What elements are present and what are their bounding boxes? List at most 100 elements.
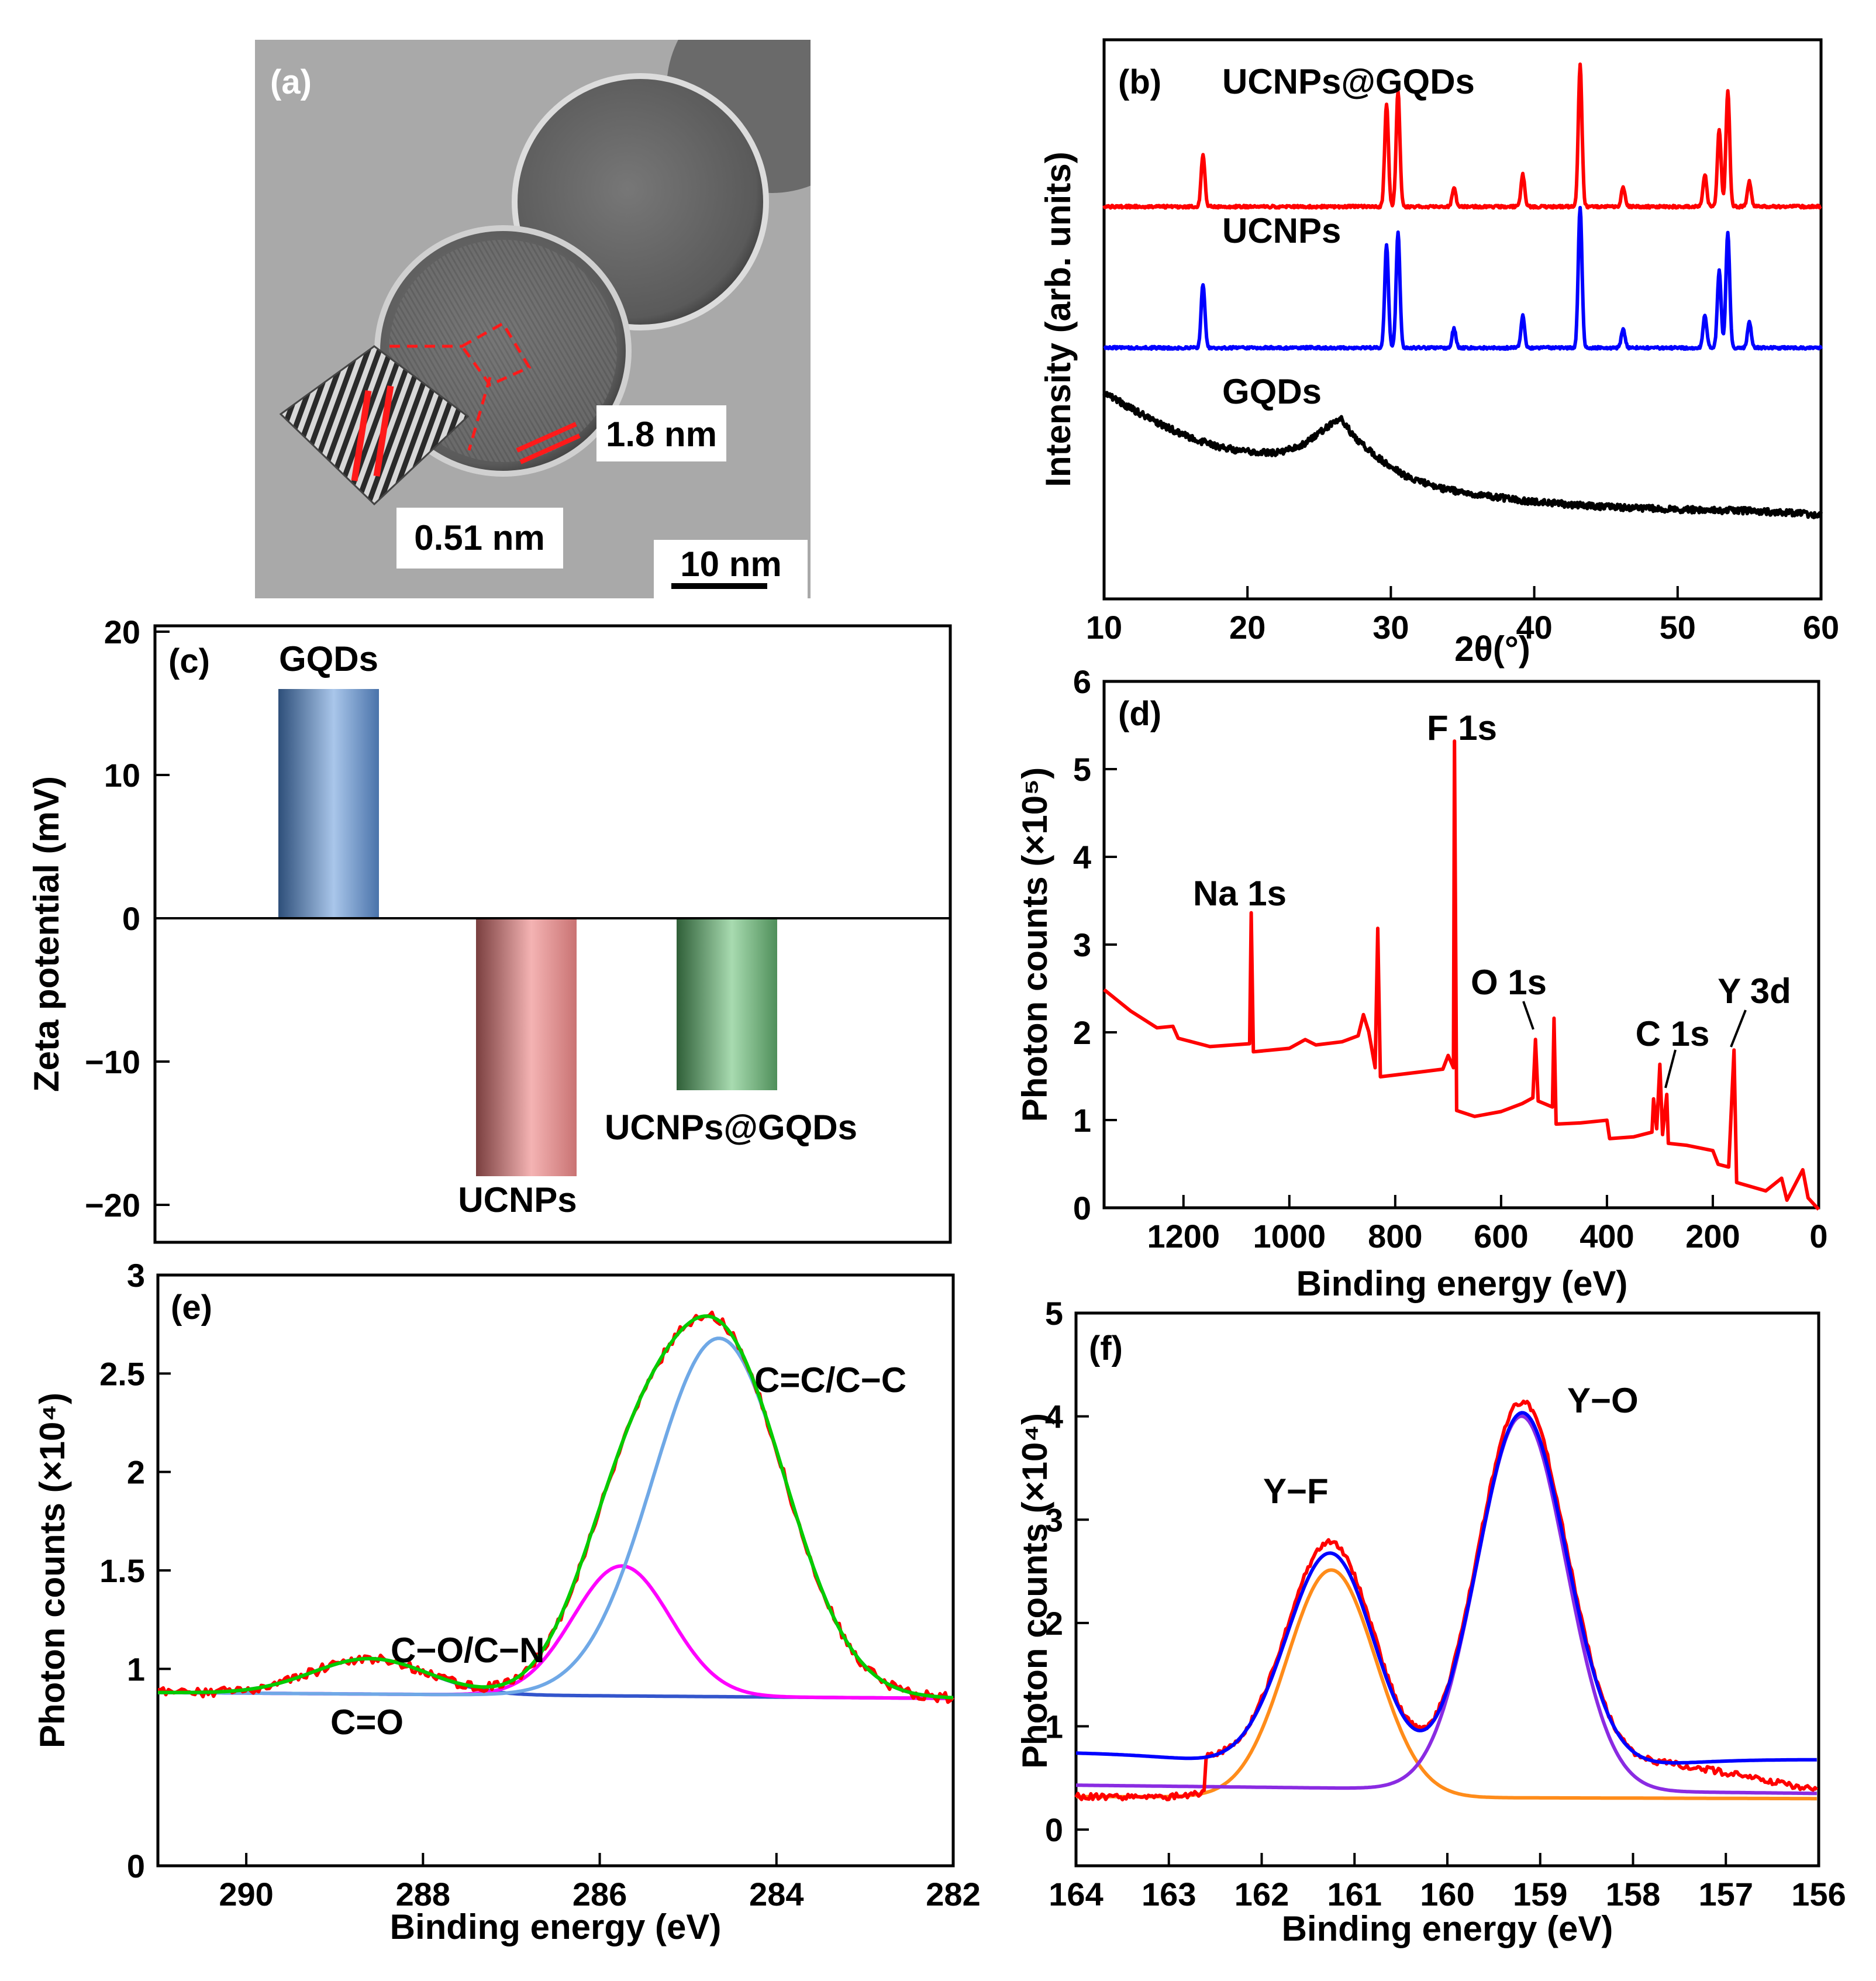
y3d-envelope: [1075, 1411, 1817, 1765]
panel-a-micrograph: [255, 40, 811, 598]
panel-f-x-tick-label: 158: [1606, 1876, 1660, 1913]
series-label-ucnps-gqds: UCNPs@GQDs: [1222, 62, 1475, 101]
panel-d-x-tick-label: 200: [1685, 1218, 1740, 1255]
shell-markers: [516, 422, 581, 464]
panel-b-x-tick-label: 20: [1229, 609, 1265, 646]
panel-e-x-tick-label: 290: [219, 1876, 273, 1913]
panel-d-y-tick-label: 4: [1073, 839, 1091, 876]
panel-f-y-axis-label: Photon counts (×10⁴): [1015, 1413, 1054, 1769]
panel-d-x-tick-label: 600: [1474, 1218, 1528, 1255]
panel-e-x-tick-label: 288: [396, 1876, 450, 1913]
panel-f-y-tick-label: 4: [1045, 1398, 1063, 1435]
panel-f-y-tick-label: 2: [1045, 1605, 1063, 1642]
panel-e-y-tick-label: 2: [127, 1454, 145, 1491]
panel-f-x-tick-label: 160: [1420, 1876, 1474, 1913]
panel-e-y-tick-label: 2.5: [99, 1355, 145, 1392]
panel-e-c1s-chart: 290 288 286 284 282 0 1 1.5 2 2.5 3 (e) Binding en…: [33, 1257, 981, 1946]
panel-a-label: (a): [270, 63, 312, 101]
panel-e-x-axis-label: Binding energy (eV): [390, 1907, 722, 1946]
panel-c-y-tick-label: 20: [104, 614, 140, 650]
panel-d-xps-survey-chart: 1200 1000 800 600 400 200 0 0 1 2 3 4 5 6 (d) Binding…: [1015, 663, 1828, 1303]
panel-c-y-ticks: −20 −10 0 10 20: [85, 614, 170, 1224]
annot-y-f: Y−F: [1263, 1472, 1329, 1511]
panel-f-x-tick-label: 163: [1142, 1876, 1196, 1913]
bar-label-ucnps: UCNPs: [458, 1180, 577, 1219]
panel-f-x-tick-label: 157: [1699, 1876, 1753, 1913]
panel-b-x-tick-label: 10: [1086, 609, 1122, 646]
panel-f-x-tick-label: 159: [1513, 1876, 1567, 1913]
xps-survey-series: [1103, 739, 1820, 1211]
panel-c-y-tick-label: 10: [104, 757, 140, 794]
panel-f-label: (f): [1089, 1329, 1123, 1367]
panel-e-y-axis-label: Photon counts (×10⁴): [33, 1393, 72, 1748]
panel-e-y-tick-label: 0: [127, 1848, 145, 1884]
panel-d-x-tick-label: 1000: [1253, 1218, 1326, 1255]
y3d-measured: [1074, 1399, 1819, 1801]
annot-na1s: Na 1s: [1193, 874, 1287, 913]
panel-d-label: (d): [1118, 695, 1161, 733]
fft-inset: [279, 345, 470, 506]
zoom-guide: [389, 321, 532, 451]
bar-label-gqds: GQDs: [279, 639, 378, 678]
xrd-series-ucnps-gqds: [1102, 62, 1822, 210]
annot-c1s: C 1s: [1636, 1014, 1710, 1053]
y3d-component-y-o: [1075, 1414, 1817, 1796]
panel-e-x-tick-label: 284: [749, 1876, 803, 1913]
scale-bar-label: 10 nm: [680, 545, 781, 584]
annot-o1s: O 1s: [1471, 963, 1547, 1002]
annot-co-cn: C−O/C−N: [391, 1631, 544, 1670]
series-label-gqds: GQDs: [1222, 372, 1322, 411]
zeta-bar-ucnps-gqds: [677, 918, 777, 1090]
panel-b-label: (b): [1118, 63, 1161, 101]
fringe-markers: [351, 385, 394, 481]
y3d-component-y-f: [1076, 1568, 1817, 1801]
panel-f-x-tick-label: 162: [1234, 1876, 1289, 1913]
annot-cc: C=C/C−C: [754, 1360, 906, 1400]
annot-f1s: F 1s: [1427, 708, 1497, 747]
panel-d-y-tick-label: 6: [1073, 663, 1091, 700]
panel-c-zeta-chart: −20 −10 0 10 20 (c) Zeta potential (mV) GQDs…: [27, 614, 952, 1244]
panel-f-x-axis-label: Binding energy (eV): [1282, 1909, 1613, 1948]
panel-b-frame: [1102, 38, 1823, 601]
panel-d-x-tick-label: 800: [1368, 1218, 1422, 1255]
panel-d-x-tick-label: 0: [1809, 1218, 1827, 1255]
xrd-series-gqds: [1102, 391, 1823, 519]
panel-c-y-tick-label: −20: [85, 1187, 140, 1224]
annot-y-o: Y−O: [1567, 1381, 1639, 1420]
panel-c-y-tick-label: 0: [122, 900, 140, 937]
panel-f-x-tick-label: 156: [1791, 1876, 1846, 1913]
panel-d-y-tick-label: 0: [1073, 1190, 1091, 1227]
panel-f-y-tick-label: 0: [1045, 1811, 1063, 1848]
panel-d-frame: [1102, 680, 1820, 1210]
panel-d-y-tick-label: 1: [1073, 1102, 1091, 1139]
panel-f-y-tick-label: 3: [1045, 1501, 1063, 1538]
panel-d-x-axis-label: Binding energy (eV): [1296, 1264, 1628, 1303]
panel-b-x-axis-label: 2θ(°): [1454, 629, 1530, 669]
panel-f-x-tick-label: 164: [1049, 1876, 1103, 1913]
panel-c-frame: [153, 624, 952, 1244]
panel-d-y-tick-label: 3: [1073, 926, 1091, 963]
panel-e-y-tick-label: 3: [127, 1257, 145, 1294]
panel-b-x-ticks: 10 20 30 40 50 60: [1086, 586, 1839, 646]
panel-f-x-tick-label: 161: [1327, 1876, 1382, 1913]
annot-c-o-double: C=O: [330, 1703, 404, 1742]
d-spacing-2: 0.51 nm: [414, 518, 544, 557]
panel-d-x-tick-label: 400: [1580, 1218, 1634, 1255]
panel-d-leader-lines: [1522, 1001, 1747, 1088]
panel-c-label: (c): [168, 642, 210, 680]
zeta-bar-gqds: [278, 689, 379, 918]
panel-b-y-axis-label: Intensity (arb. units): [1039, 151, 1078, 487]
label-box-2: [396, 508, 563, 569]
panel-e-x-tick-label: 282: [926, 1876, 980, 1913]
series-label-ucnps: UCNPs: [1222, 211, 1341, 250]
xrd-series-ucnps: [1103, 206, 1823, 351]
panel-b-x-tick-label: 50: [1660, 609, 1696, 646]
panel-b-x-tick-label: 30: [1372, 609, 1409, 646]
panel-b-xrd-chart: 10 20 30 40 50 60 (b) 2θ(°) Intensity (arb. u…: [1039, 38, 1839, 669]
bar-label-ucnps-gqds: UCNPs@GQDs: [605, 1108, 857, 1147]
panel-e-x-tick-label: 286: [573, 1876, 627, 1913]
panel-f-y-tick-label: 1: [1045, 1708, 1063, 1745]
annot-y3d: Y 3d: [1718, 971, 1791, 1011]
panel-e-y-tick-label: 1: [127, 1651, 145, 1687]
